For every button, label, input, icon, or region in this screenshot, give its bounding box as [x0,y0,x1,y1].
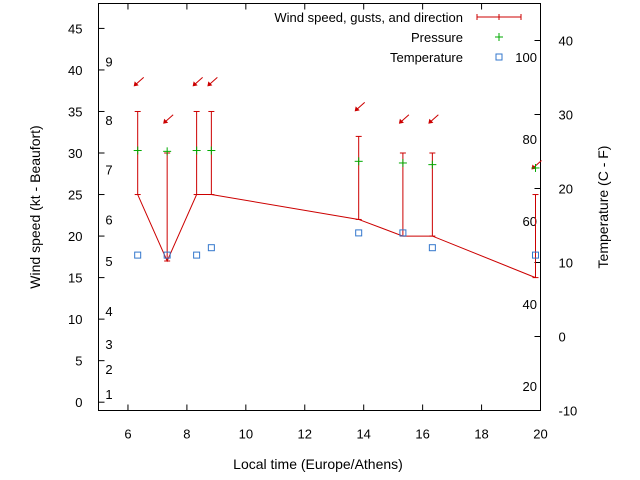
temperature-point [134,251,142,259]
beaufort-label: 5 [105,254,112,269]
wind-direction-arrow [133,77,145,87]
y-tick-label: 15 [68,271,82,286]
arrow-head [398,118,404,124]
y-tick-label: 5 [75,354,82,369]
y-tick-label: 25 [68,188,82,203]
x-tick-label: 20 [533,427,547,442]
y2-axis-label: Temperature (C - F) [595,146,611,269]
pressure-point [531,163,540,172]
pressure-point [354,157,363,166]
wind-direction-arrow [192,77,203,87]
wind-direction-arrow [163,114,174,124]
temperature-point [531,251,539,259]
beaufort-label: 2 [105,362,112,377]
wind-direction-arrow [428,114,439,124]
y2-tick-label: 30 [559,108,573,123]
x-tick-label: 8 [183,427,190,442]
fahrenheit-label: 80 [523,132,537,147]
y-tick-label: 30 [68,146,82,161]
wind-direction-arrow [398,114,410,124]
arrow-head [163,118,169,124]
x-axis-label: Local time (Europe/Athens) [233,456,403,472]
arrow-head [428,118,434,124]
beaufort-label: 3 [105,337,112,352]
y-tick-label: 35 [68,104,82,119]
temperature-point [428,244,436,252]
wind-speed-line [137,194,536,279]
y-axis-label: Wind speed (kt - Beaufort) [27,125,43,288]
x-tick-label: 16 [415,427,429,442]
beaufort-label: 4 [105,304,112,319]
arrow-head [354,106,360,112]
beaufort-label: 7 [105,163,112,178]
y2-tick-label: -10 [559,404,578,419]
y2-tick-label: 0 [559,330,566,345]
legend-label-pressure: Pressure [411,30,463,45]
wind-direction-arrow [354,101,366,112]
fahrenheit-label: 100 [515,50,537,65]
legend-swatch-temperature [495,53,503,61]
pressure-point [192,146,201,155]
y2-tick-label: 40 [559,34,573,49]
series-layer [133,77,542,279]
temperature-point [163,251,171,259]
legend: Wind speed, gusts, and direction Pressure… [274,10,522,65]
pressure-point [207,146,216,155]
legend-label-wind: Wind speed, gusts, and direction [274,10,463,25]
y2-tick-label: 10 [559,256,573,271]
axes: 6 8 10 12 14 16 18 20051015202530354045-1001020… [68,3,578,442]
temperature-point [355,229,363,237]
x-tick-label: 10 [239,427,253,442]
legend-label-temperature: Temperature [390,50,463,65]
beaufort-label: 8 [105,113,112,128]
fahrenheit-label: 60 [523,214,537,229]
x-tick-label: 18 [474,427,488,442]
arrow-head [207,81,213,87]
y2-tick-label: 20 [559,182,573,197]
arrow-head [192,81,198,87]
y-tick-label: 0 [75,395,82,410]
temperature-point [207,244,215,252]
y-tick-label: 45 [68,21,82,36]
arrow-head [133,81,139,87]
x-tick-label: 12 [298,427,312,442]
beaufort-label: 9 [105,55,112,70]
y-tick-label: 40 [68,63,82,78]
x-tick-label: 14 [356,427,370,442]
y-tick-label: 20 [68,229,82,244]
pressure-point [133,146,142,155]
y-tick-label: 10 [68,312,82,327]
x-tick-label: 6 [124,427,131,442]
pressure-point [163,147,172,156]
plot-frame [98,3,541,411]
beaufort-label: 6 [105,212,112,227]
temperature-point [193,251,201,259]
fahrenheit-label: 40 [523,297,537,312]
beaufort-label: 1 [105,387,112,402]
fahrenheit-label: 20 [523,379,537,394]
temperature-point [399,229,407,237]
pressure-point [428,160,437,169]
wind-direction-arrow [207,77,218,87]
pressure-point [398,158,407,167]
